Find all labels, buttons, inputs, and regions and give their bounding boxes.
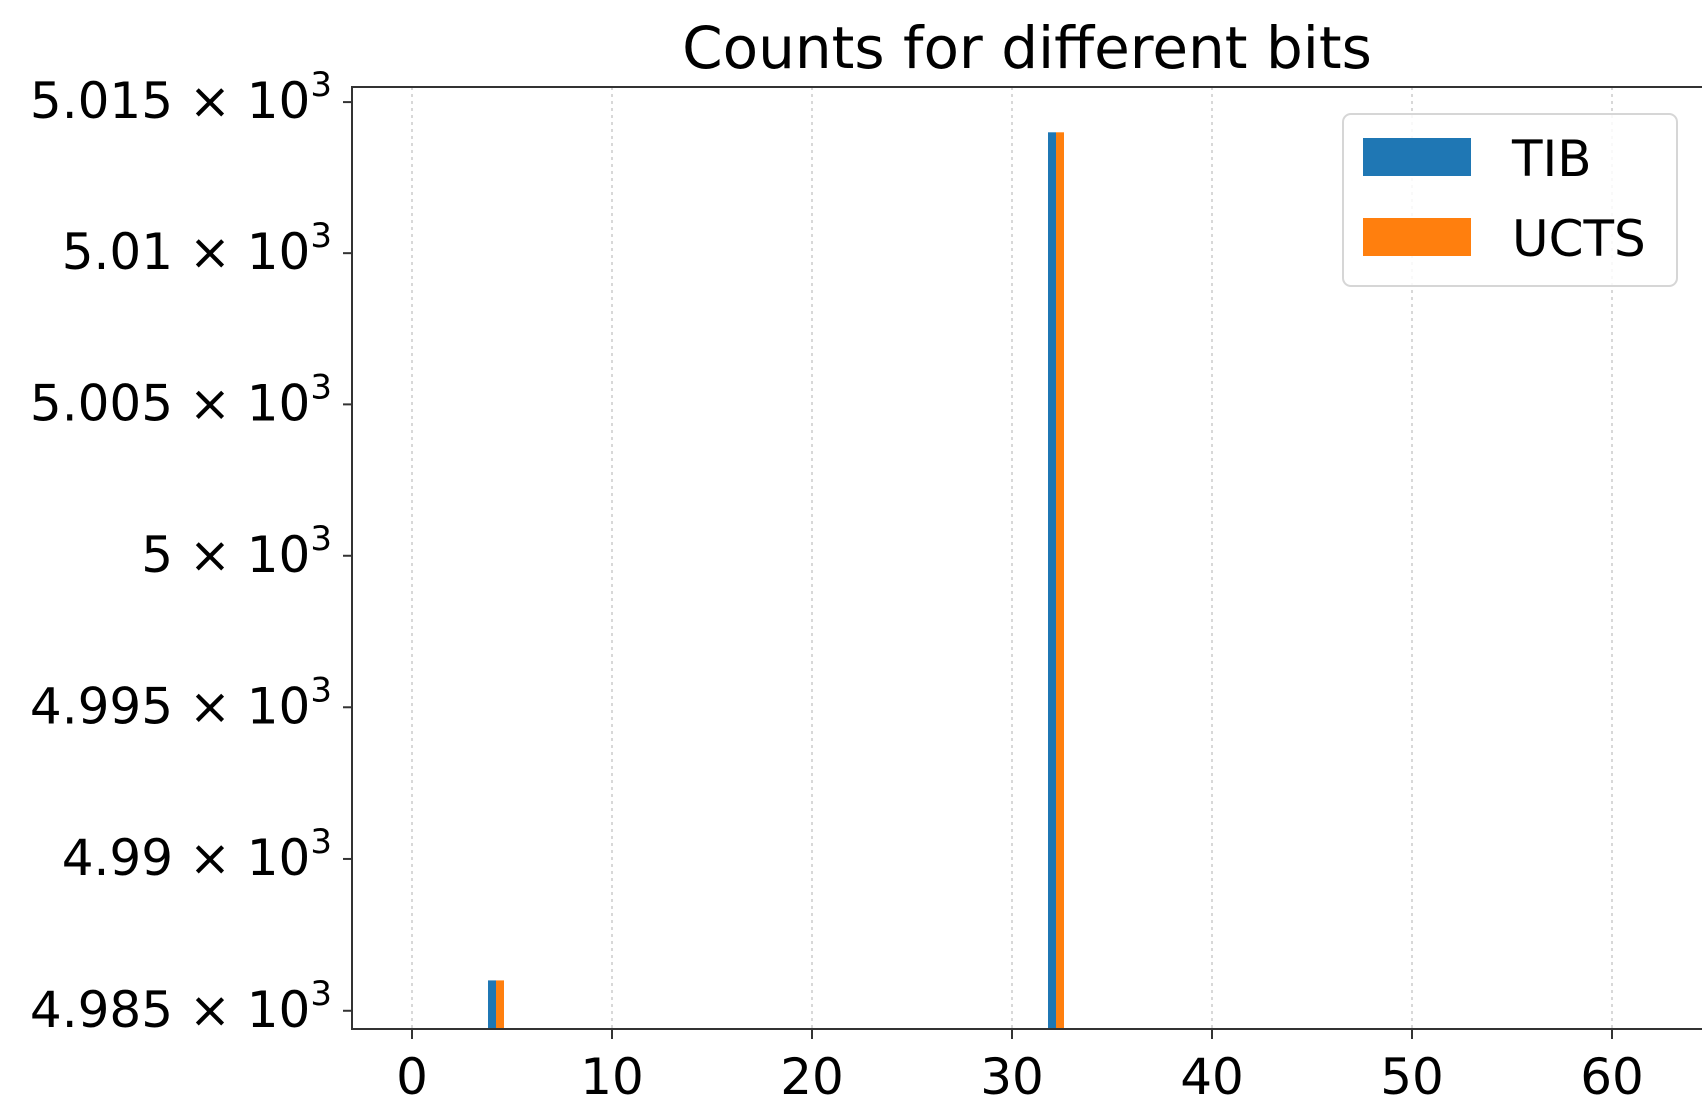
y-tick-base: 10 [247,829,311,887]
y-tick-times: × [173,374,247,432]
x-tick-label: 20 [780,1048,844,1095]
y-tick-label: 4.995 × 103 [30,670,332,735]
y-tick-exponent: 3 [310,65,332,105]
y-tick-times: × [173,526,247,584]
y-tick-mantissa: 5.01 [62,223,173,281]
x-tick-label: 10 [580,1048,644,1095]
legend-swatch-tib [1363,138,1471,176]
y-tick-exponent: 3 [310,670,332,710]
bar-ucts [496,980,504,1029]
y-tick-exponent: 3 [310,367,332,407]
y-tick-exponent: 3 [310,216,332,256]
x-axis: 0 10 20 30 40 50 60 [396,1029,1644,1095]
y-tick-base: 10 [247,72,311,130]
legend-swatch-ucts [1363,218,1471,256]
y-tick-exponent: 3 [310,519,332,559]
y-tick-label: 5.015 × 103 [30,65,332,130]
y-tick-label: 5.005 × 103 [30,367,332,432]
y-tick-mantissa: 5 [141,526,173,584]
x-tick-label: 50 [1380,1048,1444,1095]
bar-tib [488,980,496,1029]
y-tick-times: × [173,223,247,281]
legend-label-ucts: UCTS [1512,210,1646,268]
y-tick-base: 10 [247,223,311,281]
y-tick-base: 10 [247,374,311,432]
y-tick-exponent: 3 [310,822,332,862]
y-tick-times: × [173,72,247,130]
legend-label-tib: TIB [1511,130,1592,188]
legend: TIB UCTS [1342,113,1678,287]
x-tick-label: 60 [1580,1048,1644,1095]
y-tick-label: 5 × 103 [141,519,332,584]
y-tick-times: × [173,981,247,1039]
y-tick-base: 10 [247,677,311,735]
y-tick-label: 4.99 × 103 [62,822,332,887]
y-tick-label: 5.01 × 103 [62,216,332,281]
x-tick-label: 40 [1180,1048,1244,1095]
y-tick-base: 10 [247,526,311,584]
y-tick-label: 4.985 × 103 [30,974,332,1039]
y-tick-mantissa: 4.985 [30,981,173,1039]
chart-title: Counts for different bits [682,14,1372,82]
y-tick-mantissa: 5.005 [30,374,173,432]
x-tick-label: 30 [980,1048,1044,1095]
bars [488,132,1064,1029]
y-tick-mantissa: 4.99 [62,829,173,887]
y-tick-times: × [173,829,247,887]
x-tick-label: 0 [396,1048,428,1095]
bar-tib [1048,132,1056,1029]
y-tick-mantissa: 4.995 [30,677,173,735]
bar-ucts [1056,132,1064,1029]
plot-frame [351,86,1702,1030]
y-tick-mantissa: 5.015 [30,72,173,130]
y-tick-times: × [173,677,247,735]
y-tick-exponent: 3 [310,974,332,1014]
y-tick-base: 10 [247,981,311,1039]
